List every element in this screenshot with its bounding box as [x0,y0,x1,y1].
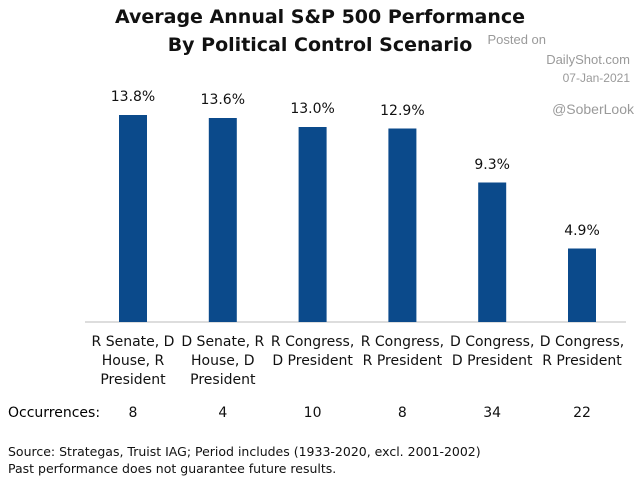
chart-title: By Political Control Scenario [167,34,473,56]
x-tick-label: D Senate, R House, D President [181,334,265,388]
value-label: 13.0% [290,101,335,117]
watermark: @SoberLook [552,101,634,117]
occurrence-value: 34 [483,405,502,421]
bar [388,128,417,322]
watermark: 07-Jan-2021 [562,71,630,85]
value-label: 12.9% [380,102,425,119]
bar [208,118,237,322]
x-tick-label: R Congress, R President [360,334,445,369]
watermark: Posted on [487,32,546,47]
occurrence-value: 22 [573,405,591,421]
value-label: 13.6% [200,92,246,108]
value-label: 9.3% [474,156,510,173]
bar [298,127,327,322]
occurrence-value: 8 [397,405,407,421]
bar [478,182,507,322]
x-tick-label: D Congress, D President [449,334,535,369]
watermark: DailyShot.com [546,52,630,67]
occurrence-value: 10 [303,405,322,421]
bar [119,115,147,322]
x-tick-label: R Senate, D House, R President [91,334,175,388]
source: Source: Strategas, Truist IAG; Period in… [8,444,481,459]
occurrences-label: Occurrences: [8,405,101,421]
occurrence-value: 8 [128,405,138,421]
chart-title: Average Annual S&P 500 Performance [114,6,526,28]
x-tick-label: R Congress, D President [270,334,355,369]
value-label: 4.9% [564,222,600,239]
occurrence-value: 4 [218,405,228,421]
x-tick-label: D Congress, R President [539,334,625,369]
source: Past performance does not guarantee futu… [8,461,337,476]
bar [568,248,596,322]
value-label: 13.8% [110,89,156,105]
